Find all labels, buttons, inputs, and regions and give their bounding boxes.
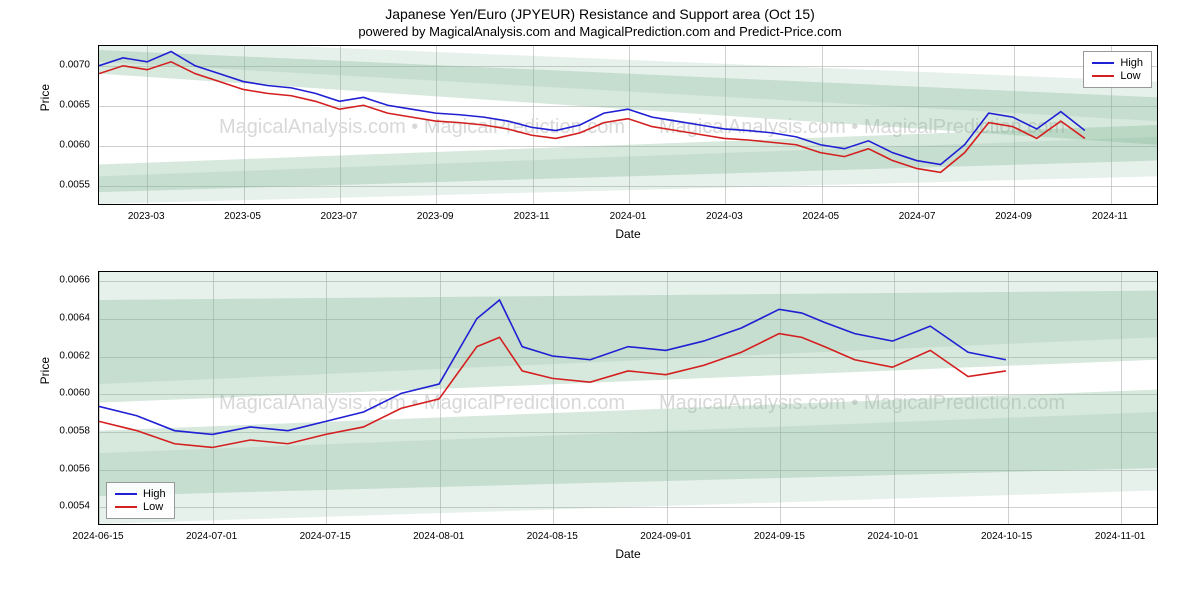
y-axis-label: Price	[38, 84, 52, 111]
legend-label: Low	[143, 501, 163, 513]
legend-swatch	[1092, 62, 1114, 64]
legend: HighLow	[1083, 51, 1152, 88]
chart-top: MagicalAnalysis.com • MagicalPrediction.…	[20, 45, 1180, 255]
ytick-label: 0.0056	[20, 463, 90, 474]
xtick-label: 2024-07-01	[186, 531, 237, 542]
ytick-label: 0.0054	[20, 501, 90, 512]
legend-label: Low	[1120, 70, 1140, 82]
ytick-label: 0.0065	[20, 100, 90, 111]
xtick-label: 2024-08-15	[527, 531, 578, 542]
xtick-label: 2024-06-15	[72, 531, 123, 542]
xtick-label: 2024-09-01	[640, 531, 691, 542]
xtick-label: 2024-08-01	[413, 531, 464, 542]
xtick-label: 2024-01	[610, 211, 647, 222]
xtick-label: 2024-09-15	[754, 531, 805, 542]
xtick-label: 2024-09	[995, 211, 1032, 222]
ytick-label: 0.0060	[20, 140, 90, 151]
ytick-label: 0.0066	[20, 275, 90, 286]
legend-label: High	[1120, 57, 1143, 69]
xtick-label: 2024-11	[1092, 211, 1128, 222]
legend: HighLow	[106, 482, 175, 519]
ytick-label: 0.0060	[20, 388, 90, 399]
xtick-label: 2023-11	[514, 211, 550, 222]
chart-subtitle: powered by MagicalAnalysis.com and Magic…	[0, 24, 1200, 39]
chart-title: Japanese Yen/Euro (JPYEUR) Resistance an…	[0, 6, 1200, 22]
title-block: Japanese Yen/Euro (JPYEUR) Resistance an…	[0, 0, 1200, 39]
xtick-label: 2024-07	[899, 211, 936, 222]
legend-label: High	[143, 488, 166, 500]
ytick-label: 0.0064	[20, 313, 90, 324]
x-axis-label: Date	[615, 547, 640, 561]
ytick-label: 0.0055	[20, 180, 90, 191]
plot-area: MagicalAnalysis.com • MagicalPrediction.…	[98, 45, 1158, 205]
legend-row: High	[115, 488, 166, 500]
xtick-label: 2024-03	[706, 211, 743, 222]
xtick-label: 2023-09	[417, 211, 454, 222]
ytick-label: 0.0062	[20, 350, 90, 361]
ytick-label: 0.0070	[20, 60, 90, 71]
ytick-label: 0.0058	[20, 425, 90, 436]
legend-row: Low	[1092, 70, 1143, 82]
legend-row: High	[1092, 57, 1143, 69]
plot-area: MagicalAnalysis.com • MagicalPrediction.…	[98, 271, 1158, 525]
xtick-label: 2024-05	[802, 211, 839, 222]
xtick-label: 2023-03	[128, 211, 165, 222]
xtick-label: 2024-07-15	[300, 531, 351, 542]
xtick-label: 2024-11-01	[1095, 531, 1145, 542]
xtick-label: 2024-10-01	[867, 531, 918, 542]
x-axis-label: Date	[615, 227, 640, 241]
xtick-label: 2023-07	[321, 211, 358, 222]
xtick-label: 2024-10-15	[981, 531, 1032, 542]
legend-swatch	[115, 506, 137, 508]
legend-row: Low	[115, 501, 166, 513]
legend-swatch	[115, 493, 137, 495]
legend-swatch	[1092, 75, 1114, 77]
y-axis-label: Price	[38, 357, 52, 384]
xtick-label: 2023-05	[224, 211, 261, 222]
chart-bottom: MagicalAnalysis.com • MagicalPrediction.…	[20, 271, 1180, 581]
